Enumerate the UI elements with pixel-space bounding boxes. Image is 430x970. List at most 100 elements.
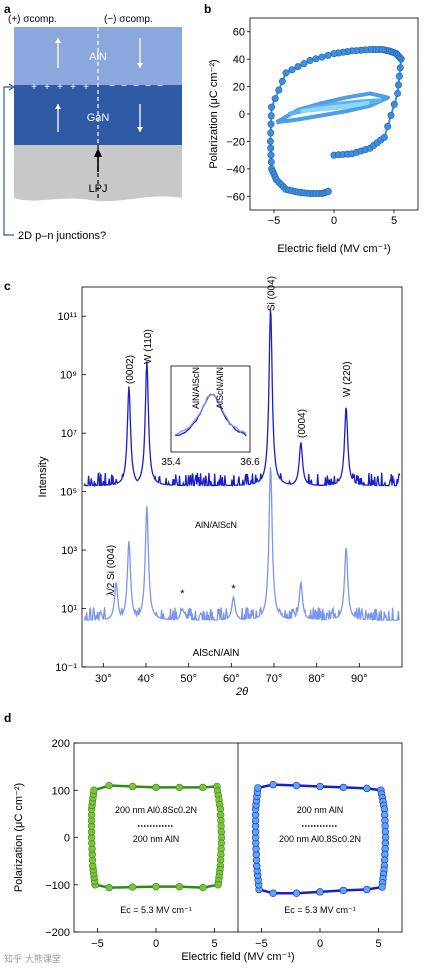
panel-d-marker: [292, 889, 301, 897]
panel-d-marker: [292, 781, 301, 790]
panel-b-loop-1: [275, 91, 390, 125]
panel-letter-b: b: [204, 2, 211, 16]
panel-c-ytick-label: 10⁻¹: [55, 662, 77, 674]
panel-b-xtick-label: 0: [331, 215, 337, 227]
panel-c-annotation-w220: W (220): [342, 361, 353, 397]
panel-b-marker: [267, 112, 275, 120]
panel-c-annotation-star-2: *: [231, 583, 236, 595]
panel-d-xlabel: Electric field (MV cm⁻¹): [181, 951, 294, 963]
panel-b-xtick-label: 5: [391, 215, 397, 227]
interface-negative-charge: −: [145, 81, 151, 92]
panel-d-stack-bottom-0: 200 nm AlN: [133, 834, 180, 844]
panel-c-inset-label-1: AlN/AlScN: [191, 367, 201, 409]
panel-b-marker: [267, 158, 275, 166]
panel-b-marker: [306, 57, 314, 65]
panel-d-ec-1: Ec = 5.3 MV cm⁻¹: [284, 905, 356, 915]
panel-c-ytick-label: 10¹: [61, 604, 77, 616]
panel-b-marker: [384, 122, 392, 130]
panel-b-ytick-label: 20: [233, 82, 245, 94]
panel-c-xtick-label: 30°: [95, 673, 112, 685]
panel-d-marker: [363, 885, 371, 894]
panel-d-stack-top-0: 200 nm Al0.8Sc0.2N: [115, 805, 197, 815]
panel-c-ytick-label: 10⁷: [61, 428, 77, 440]
panel-d-marker: [316, 888, 324, 896]
panel-b-ytick-label: 40: [233, 54, 245, 66]
panel-b-marker: [271, 95, 279, 103]
polarization-arrow-head: [55, 104, 61, 109]
panel-c-xtick-label: 90°: [351, 673, 368, 685]
panel-c-ytick-label: 10⁵: [60, 487, 77, 499]
lpj-arrow-head: [94, 148, 102, 157]
panel-b-loop-3: [300, 101, 370, 114]
interface-negative-charge: −: [121, 81, 127, 92]
panel-d-marker: [175, 783, 184, 792]
panel-c-annotation-si004: Si (004): [267, 276, 278, 311]
panel-d-ytick-label: 200: [52, 738, 70, 750]
panel-b-ytick-label: −60: [226, 191, 245, 203]
panel-b-ylabel: Polarization (μC cm⁻²): [208, 59, 220, 168]
polarization-arrow-head: [137, 63, 143, 68]
panel-d-stack-bottom-1: 200 nm Al0.8Sc0.2N: [279, 834, 361, 844]
panel-letter-a: a: [4, 2, 11, 16]
panel-d-marker: [199, 783, 207, 792]
panel-c-inset-frame: [170, 365, 251, 453]
panel-b-marker: [278, 77, 286, 85]
panel-d-xtick-label: 0: [153, 938, 159, 950]
panel-b-marker: [312, 55, 320, 63]
watermark: 知乎 大熊课堂: [4, 955, 61, 965]
panel-c-xtick-label: 60°: [223, 673, 240, 685]
panel-c-inset-label-2: AlScN/AlN: [215, 367, 225, 409]
panel-c-ytick-label: 10³: [61, 545, 77, 557]
panel-c-series-label-bottom: AlScN/AlN: [193, 648, 240, 659]
panel-d-marker: [339, 783, 348, 792]
interface-positive-charge: +: [31, 82, 37, 93]
panel-d-marker: [199, 883, 207, 892]
panel-d-xtick-label: −5: [255, 938, 268, 950]
panel-c-series-1: [84, 467, 401, 622]
panel-b-marker: [380, 133, 388, 141]
panel-b-marker: [275, 86, 283, 94]
panel-d-ytick-label: −200: [45, 927, 70, 939]
label-2d-pn-junctions: 2D p–n junctions?: [18, 230, 106, 242]
panel-b-marker: [396, 64, 404, 72]
panel-c-xlabel: 2θ: [235, 686, 248, 698]
panel-b-ytick-label: −40: [226, 164, 245, 176]
panel-d-marker: [316, 782, 324, 791]
panel-c-series-label-top: AlN/AlScN: [195, 520, 237, 530]
panel-b-xlabel: Electric field (MV cm⁻¹): [277, 243, 390, 255]
panel-b-marker: [394, 81, 402, 89]
interface-negative-charge: −: [157, 81, 163, 92]
panel-b-marker: [318, 53, 326, 61]
panel-b-marker: [267, 144, 275, 152]
panel-b-marker: [288, 66, 296, 74]
panel-c-inset-xtick-right: 36.6: [240, 457, 260, 468]
panel-d-marker: [90, 786, 98, 794]
panel-c-ylabel: Intensity: [37, 456, 49, 497]
interface-positive-charge: +: [70, 82, 76, 93]
panel-d-marker: [363, 784, 371, 793]
panel-b-marker: [395, 72, 403, 80]
label-positive-sigma: (+) σcomp.: [8, 14, 57, 25]
interface-positive-charge: +: [57, 82, 63, 93]
panel-d-marker: [105, 883, 113, 892]
label-aln: AlN: [89, 51, 107, 63]
panel-c-frame: [81, 286, 403, 668]
panel-c-annotation-w110: W (110): [143, 329, 154, 364]
panel-d-marker: [152, 882, 160, 891]
panel-d-marker: [378, 883, 386, 891]
panel-b-marker: [394, 89, 402, 97]
panel-c-annotation-lambda-half: λ/2 Si (004): [106, 545, 117, 596]
panel-b-xtick-label: −5: [268, 215, 281, 227]
panel-d-stack-top-1: 200 nm AlN: [297, 805, 344, 815]
panel-c-inset-xtick-left: 35.4: [161, 457, 181, 468]
panel-d-ytick-label: −100: [45, 880, 70, 892]
panel-d-ytick-label: 0: [64, 833, 70, 845]
panel-d-marker: [339, 886, 348, 895]
panel-b-marker: [266, 137, 274, 145]
panel-d-marker: [128, 782, 137, 791]
panel-b-marker: [267, 129, 275, 137]
panel-b-marker: [282, 69, 290, 77]
panel-d-ec-0: Ec = 5.3 MV cm⁻¹: [120, 905, 192, 915]
panel-c-ytick-label: 10⁹: [60, 370, 77, 382]
panel-c-xtick-label: 40°: [138, 673, 155, 685]
